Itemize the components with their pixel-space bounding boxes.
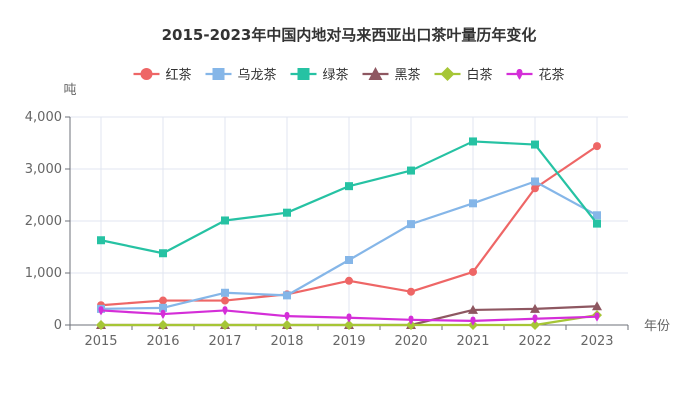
chart-title: 2015-2023年中国内地对马来西亚出口茶叶量历年变化: [162, 26, 537, 44]
data-point: [468, 304, 478, 314]
legend-label: 花茶: [539, 67, 565, 83]
data-point: [284, 311, 290, 321]
x-tick-label: 2016: [146, 334, 179, 349]
data-point: [222, 306, 228, 316]
legend-label: 乌龙茶: [238, 67, 277, 83]
legend-item: 乌龙茶: [205, 67, 277, 83]
data-point: [469, 199, 477, 208]
data-point: [158, 320, 168, 330]
legend-marker: [516, 68, 523, 80]
legend-item: 黑茶: [362, 67, 421, 83]
series-1: [97, 177, 601, 313]
data-point: [96, 320, 106, 330]
data-point: [407, 287, 415, 296]
data-point: [283, 208, 291, 217]
data-point: [97, 236, 105, 245]
y-tick-label: 1,000: [25, 266, 62, 281]
x-tick-label: 2022: [518, 334, 551, 349]
data-point: [593, 219, 601, 228]
data-point: [159, 303, 167, 312]
series-5: [98, 306, 600, 326]
x-tick-label: 2021: [456, 334, 489, 349]
data-point: [221, 216, 229, 225]
data-point: [470, 316, 476, 326]
data-point: [593, 142, 601, 151]
legend-label: 白茶: [467, 67, 493, 83]
legend-marker: [140, 68, 153, 80]
data-point: [345, 256, 353, 264]
y-axis-unit: 吨: [63, 83, 76, 98]
data-point: [531, 177, 539, 186]
data-point: [530, 320, 540, 330]
y-tick-label: 4,000: [25, 110, 62, 125]
data-point: [593, 211, 601, 220]
data-point: [469, 267, 477, 276]
data-point: [407, 220, 415, 229]
data-point: [282, 320, 292, 330]
data-point: [531, 140, 539, 149]
data-point: [159, 249, 167, 258]
legend-label: 绿茶: [323, 67, 349, 83]
x-tick-label: 2023: [580, 334, 613, 349]
x-tick-label: 2019: [332, 334, 365, 349]
legend-item: 红茶: [133, 67, 192, 83]
x-tick-label: 2017: [208, 334, 241, 349]
data-point: [283, 291, 291, 300]
series-2: [97, 137, 601, 258]
x-tick-label: 2018: [270, 334, 303, 349]
data-point: [592, 301, 602, 311]
legend-item: 白茶: [434, 67, 493, 83]
data-point: [530, 303, 540, 313]
data-point: [406, 320, 416, 330]
legend-label: 红茶: [166, 67, 192, 83]
data-point: [344, 320, 354, 330]
series-layer: [96, 137, 602, 330]
data-point: [407, 166, 415, 175]
y-tick-label: 3,000: [25, 162, 62, 177]
data-point: [408, 315, 414, 325]
grid: [70, 116, 628, 325]
x-tick-label: 2020: [394, 334, 427, 349]
series-4: [96, 310, 602, 330]
y-tick-label: 2,000: [25, 214, 62, 229]
x-axis-unit: 年份: [644, 319, 670, 334]
x-tick-label: 2015: [84, 334, 117, 349]
legend-item: 绿茶: [290, 67, 349, 83]
legend-marker: [440, 67, 455, 81]
legend: 红茶 乌龙茶 绿茶 黑茶 白茶 花茶: [133, 67, 565, 83]
data-point: [594, 312, 600, 322]
data-point: [345, 276, 353, 285]
data-point: [469, 137, 477, 146]
legend-marker: [368, 67, 383, 80]
data-point: [532, 314, 538, 324]
data-point: [221, 288, 229, 297]
legend-marker: [212, 68, 225, 80]
data-point: [159, 296, 167, 305]
y-tick-label: 0: [54, 318, 62, 333]
legend-marker: [297, 68, 310, 80]
legend-item: 花茶: [506, 67, 565, 83]
data-point: [345, 182, 353, 191]
legend-label: 黑茶: [395, 67, 421, 83]
data-point: [531, 184, 539, 193]
data-point: [221, 296, 229, 305]
data-point: [160, 309, 166, 319]
data-point: [220, 320, 230, 330]
data-point: [346, 313, 352, 323]
data-point: [98, 306, 104, 316]
